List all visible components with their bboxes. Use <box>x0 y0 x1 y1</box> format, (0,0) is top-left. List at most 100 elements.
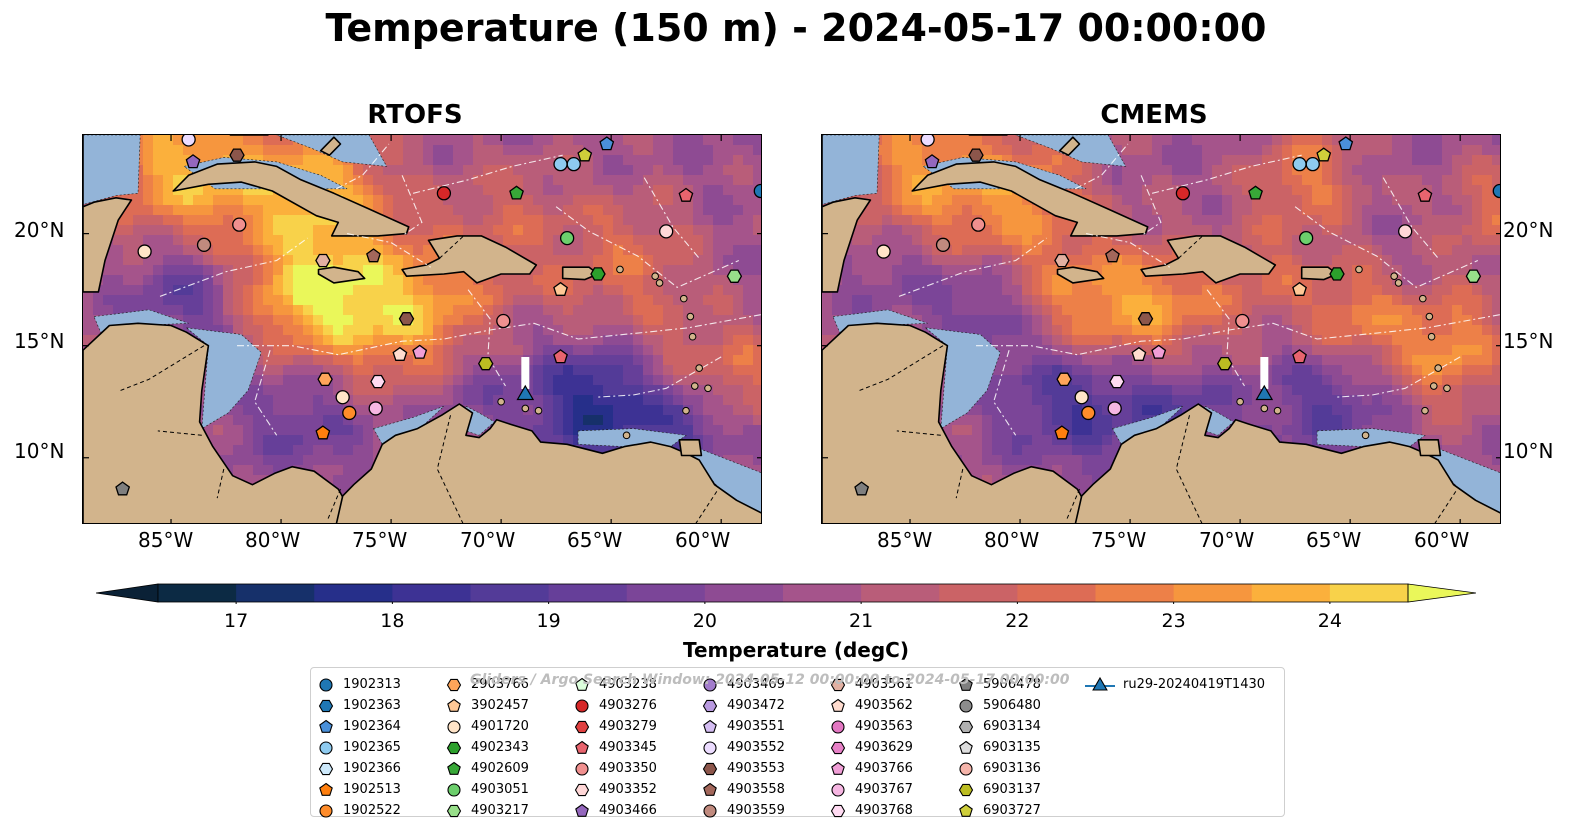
float-marker-4903553[interactable] <box>968 148 984 162</box>
legend-item-label: 1902364 <box>343 719 401 734</box>
float-marker-4903562[interactable] <box>392 346 408 361</box>
float-marker-1902313[interactable] <box>753 183 762 199</box>
legend-item: 4903350 <box>573 758 657 779</box>
float-marker-4903350[interactable] <box>496 313 511 329</box>
eez-boundaries <box>898 143 1500 436</box>
hexagon-marker-icon <box>574 783 590 796</box>
map-panel-rtofs[interactable] <box>82 134 762 524</box>
lat-tick-right-10n: 10°N <box>1503 439 1554 463</box>
float-marker-1902364[interactable] <box>599 136 615 151</box>
float-marker-4901720[interactable] <box>876 244 891 259</box>
legend-item: 4903551 <box>701 716 785 737</box>
float-marker-4903353[interactable] <box>1398 224 1413 239</box>
float-marker-4903559[interactable] <box>196 237 212 252</box>
legend-item-label: 4903051 <box>471 782 529 797</box>
float-marker-4903766[interactable] <box>1151 344 1167 359</box>
float-marker-4902343[interactable] <box>590 267 606 281</box>
float-marker-4902343[interactable] <box>1329 267 1345 281</box>
float-marker-4903353[interactable] <box>659 224 674 239</box>
float-marker-4903350[interactable] <box>1235 313 1250 329</box>
colorbar-segment <box>314 584 393 602</box>
float-marker-4903767[interactable] <box>1107 401 1122 416</box>
float-marker-1902365[interactable] <box>1292 156 1307 172</box>
map-panel-cmems[interactable] <box>821 134 1501 524</box>
float-marker-4903562[interactable] <box>1131 346 1147 361</box>
float-marker-4903768[interactable] <box>1109 374 1125 389</box>
float-marker-4903350[interactable] <box>971 217 986 232</box>
circle-marker-icon <box>959 698 973 713</box>
float-marker-4903768[interactable] <box>370 374 386 389</box>
legend-item: 1902365 <box>317 737 401 758</box>
float-marker-4903552[interactable] <box>920 135 935 147</box>
float-marker-6903727[interactable] <box>577 147 593 162</box>
float-marker-5906478[interactable] <box>115 481 131 496</box>
float-marker-4903553[interactable] <box>398 312 415 326</box>
float-marker-4903553[interactable] <box>229 148 245 162</box>
lat-tick-left-10n: 10°N <box>14 439 65 463</box>
float-marker-4903345[interactable] <box>553 349 568 364</box>
legend-item-label: 2903766 <box>471 677 529 692</box>
float-marker-4903276[interactable] <box>1175 186 1191 201</box>
float-marker-6903137[interactable] <box>477 356 494 371</box>
float-marker-4903553[interactable] <box>1137 312 1154 326</box>
legend-item: 4903276 <box>573 695 657 716</box>
float-marker-4903217[interactable] <box>726 269 743 283</box>
float-marker-6903727[interactable] <box>1316 147 1332 162</box>
float-marker-4903466[interactable] <box>185 154 201 169</box>
float-marker-4903350[interactable] <box>232 217 247 232</box>
float-marker-4903051[interactable] <box>1298 230 1314 246</box>
legend-item: 4903767 <box>829 779 913 800</box>
legend-item-label: ru29-20240419T1430 <box>1123 677 1266 692</box>
float-marker-4903217[interactable] <box>1465 269 1482 283</box>
float-marker-4901720[interactable] <box>335 390 350 405</box>
float-marker-1902365[interactable] <box>566 156 581 172</box>
float-marker-5906478[interactable] <box>854 481 870 496</box>
float-marker-4902609[interactable] <box>509 185 524 200</box>
glider-marker[interactable] <box>1255 384 1274 401</box>
float-marker-4903345[interactable] <box>678 187 694 202</box>
float-marker-1902313[interactable] <box>1492 183 1501 199</box>
float-marker-1902365[interactable] <box>1305 156 1320 172</box>
legend-item-label: 4903558 <box>727 782 785 797</box>
float-marker-2903766[interactable] <box>1056 372 1072 387</box>
legend-item: 5906480 <box>957 695 1041 716</box>
legend-item: 4903469 <box>701 674 785 695</box>
float-marker-4903558[interactable] <box>366 248 381 263</box>
colorbar-segment <box>626 584 706 602</box>
float-marker-4903558[interactable] <box>1105 248 1120 263</box>
legend-item: 6903135 <box>957 737 1041 758</box>
float-marker-4903345[interactable] <box>1417 187 1433 202</box>
legend-item-label: 1902313 <box>343 677 401 692</box>
triangle-line-marker-icon <box>1085 676 1115 691</box>
float-marker-4903345[interactable] <box>1292 349 1307 364</box>
legend-item-label: 3902457 <box>471 698 529 713</box>
float-marker-4903552[interactable] <box>181 135 196 147</box>
float-marker-1902364[interactable] <box>1338 136 1354 151</box>
float-marker-1902513[interactable] <box>315 425 331 440</box>
float-marker-1902513[interactable] <box>1054 425 1070 440</box>
float-marker-2903766[interactable] <box>317 372 333 387</box>
colorbar-segment <box>783 584 862 602</box>
legend-item-label: 4903629 <box>855 740 913 755</box>
float-marker-4903766[interactable] <box>412 344 428 359</box>
float-marker-1902365[interactable] <box>553 156 568 172</box>
float-marker-4901720[interactable] <box>1074 390 1089 405</box>
float-marker-3902457[interactable] <box>553 281 568 296</box>
float-marker-4903561[interactable] <box>315 253 331 268</box>
float-marker-4903559[interactable] <box>935 237 951 252</box>
glider-marker[interactable] <box>516 384 535 401</box>
circle-marker-icon <box>447 782 461 797</box>
float-marker-4903466[interactable] <box>924 154 940 169</box>
float-marker-4903561[interactable] <box>1054 253 1070 268</box>
colorbar-segment <box>939 584 1018 602</box>
legend-item: 4903051 <box>445 779 529 800</box>
float-marker-4901720[interactable] <box>137 244 152 259</box>
float-marker-1902522[interactable] <box>342 405 357 421</box>
float-marker-6903137[interactable] <box>1216 356 1233 371</box>
float-marker-4903051[interactable] <box>559 230 575 246</box>
float-marker-4902609[interactable] <box>1248 185 1263 200</box>
float-marker-3902457[interactable] <box>1292 281 1307 296</box>
float-marker-4903767[interactable] <box>368 401 383 416</box>
float-marker-1902522[interactable] <box>1081 405 1096 421</box>
float-marker-4903276[interactable] <box>436 186 452 201</box>
